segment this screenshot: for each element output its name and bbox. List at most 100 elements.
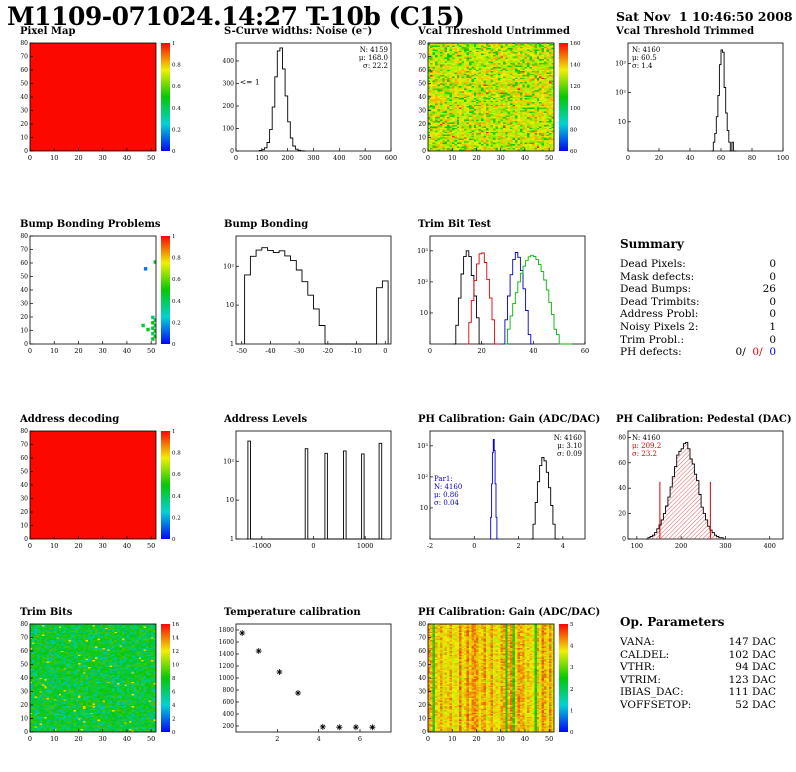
svg-text:60: 60 [20, 648, 28, 655]
svg-text:20: 20 [20, 702, 28, 709]
panel-title: Temperature calibration [224, 607, 361, 618]
info-label: Dead Pixels: [620, 258, 686, 270]
svg-text:0: 0 [383, 347, 387, 355]
svg-text:5: 5 [570, 622, 574, 628]
svg-text:N: 4160: N: 4160 [632, 434, 660, 442]
heatmap-cells [428, 624, 554, 732]
colorbar [559, 624, 568, 732]
timestamp: Sat Nov 1 10:46:50 2008 [616, 9, 793, 24]
info-row: Dead Pixels: 0 [620, 258, 776, 271]
info-row: VOFFSETOP: 52 DAC [620, 699, 776, 712]
svg-text:50: 50 [147, 542, 155, 550]
svg-text:20: 20 [478, 347, 486, 355]
svg-text:10: 10 [20, 716, 28, 723]
svg-text:20: 20 [74, 154, 82, 162]
svg-text:14: 14 [172, 636, 179, 642]
svg-text:70: 70 [418, 54, 426, 61]
svg-text:80: 80 [20, 40, 28, 47]
heatmap-cells [428, 43, 554, 151]
info-value: 102 DAC [728, 648, 776, 661]
info-value: 0 [769, 258, 776, 270]
info-row: Dead Bumps: 26 [620, 283, 776, 296]
svg-text:100: 100 [256, 154, 268, 162]
panel-summary: Summary Dead Pixels: 0 Mask defects: 0 Dead … [620, 237, 796, 359]
svg-text:30: 30 [99, 154, 107, 162]
info-value: 26 [762, 283, 776, 296]
svg-text:30: 30 [20, 689, 28, 696]
svg-text:20: 20 [20, 314, 28, 321]
summary-heading: Summary [620, 237, 684, 251]
chart-svg: 0 10 20 30 40 50 0 10 20 30 40 50 60 70 80 1 0.8 0.6 0.4 0.… [20, 40, 181, 162]
svg-text:800: 800 [223, 687, 235, 694]
svg-text:50: 50 [20, 469, 28, 476]
info-label: VTRIM: [620, 673, 661, 686]
panel-bump-problems: Bump Bonding Problems 0 10 20 30 40 50 0 10 20 30… [6, 219, 202, 362]
heatmap-cells [30, 43, 156, 151]
svg-text:40: 40 [20, 675, 28, 682]
svg-text:0: 0 [28, 154, 32, 162]
svg-text:80: 80 [20, 621, 28, 628]
svg-text:60: 60 [418, 648, 426, 655]
svg-text:10²: 10² [417, 473, 428, 481]
svg-text:60: 60 [418, 67, 426, 74]
svg-text:10: 10 [226, 301, 234, 309]
ph-gain-hist-plot: -2 0 2 4 10 10² 10³ N: 4160 μ: 3.10 σ: 0.09 Par1: N… [404, 427, 596, 557]
svg-text:σ: 0.04: σ: 0.04 [434, 499, 459, 507]
svg-text:20: 20 [74, 735, 82, 743]
vcal-trimmed-plot: 0 20 40 60 80 100 10 10² 10³ N: 4160 μ: 60.5 σ: 1.4 [602, 39, 794, 169]
svg-text:0.4: 0.4 [172, 299, 181, 305]
svg-text:10³: 10³ [417, 247, 428, 255]
svg-text:1600: 1600 [219, 639, 234, 646]
svg-text:0: 0 [24, 341, 28, 348]
panel-title: Bump Bonding [224, 219, 309, 230]
svg-text:10: 10 [418, 135, 426, 142]
svg-text:1000: 1000 [357, 542, 374, 550]
svg-text:40: 40 [123, 735, 131, 743]
svg-text:40: 40 [529, 347, 537, 355]
svg-text:10: 10 [172, 663, 179, 669]
svg-text:160: 160 [570, 41, 581, 47]
chart-svg: 0 10 20 30 40 50 0 10 20 30 40 50 60 70 80 1 0.8 0.6 0.4 0.… [20, 233, 181, 355]
svg-text:10²: 10² [417, 278, 428, 286]
panel-address-decoding: Address decoding 0 10 20 30 40 50 0 10 20 30 40 50 6… [6, 414, 202, 557]
svg-text:1000: 1000 [219, 675, 234, 682]
chart-svg: 0 20 40 60 10 10² 10³ [417, 235, 589, 355]
info-row: Trim Probl.: 0 [620, 334, 776, 347]
svg-text:40: 40 [618, 485, 626, 492]
svg-text:80: 80 [618, 434, 626, 441]
svg-text:400: 400 [223, 711, 235, 718]
svg-text:1200: 1200 [219, 663, 234, 670]
panel-trim-bit-test: Trim Bit Test 0 20 40 60 10 10² 10³ [404, 219, 600, 362]
svg-text:10: 10 [448, 154, 456, 162]
svg-text:400: 400 [333, 154, 345, 162]
info-label: Trim Probl.: [620, 333, 685, 346]
svg-text:20: 20 [618, 511, 626, 518]
svg-text:600: 600 [385, 154, 397, 162]
info-value: 94 DAC [735, 661, 776, 674]
svg-text:0: 0 [172, 342, 176, 348]
svg-text:0.2: 0.2 [172, 320, 181, 326]
address-decoding-plot: 0 10 20 30 40 50 0 10 20 30 40 50 60 70 80 1 0.8 0.6 0.4 0.… [6, 427, 198, 557]
info-value: 52 DAC [735, 698, 776, 711]
svg-text:2: 2 [172, 717, 176, 723]
svg-text:60: 60 [20, 455, 28, 462]
svg-text:30: 30 [418, 689, 426, 696]
panel-title: Address Levels [224, 414, 308, 425]
svg-text:60: 60 [20, 67, 28, 74]
svg-text:N: 4160: N: 4160 [632, 46, 660, 54]
panel-bump-bonding: Bump Bonding -50 -40 -30 -20 -10 0 1 10 10² [210, 219, 406, 362]
info-value: 0/ 0/ 0 [735, 346, 776, 359]
svg-text:50: 50 [545, 735, 553, 743]
svg-text:20: 20 [74, 542, 82, 550]
svg-text:10: 10 [50, 735, 58, 743]
svg-text:10: 10 [20, 135, 28, 142]
panel-trim-bits: Trim Bits 0 10 20 30 40 50 0 10 20 30 40 50 60 70 80 16… [6, 607, 202, 750]
svg-text:10²: 10² [223, 262, 234, 270]
svg-text:200: 200 [675, 542, 687, 550]
svg-text:70: 70 [418, 635, 426, 642]
svg-text:10³: 10³ [615, 59, 626, 67]
svg-text:50: 50 [418, 662, 426, 669]
chart-svg: 0 100 200 300 400 500 600 0 100 200 300 400 N: 4159μ… [223, 42, 397, 162]
